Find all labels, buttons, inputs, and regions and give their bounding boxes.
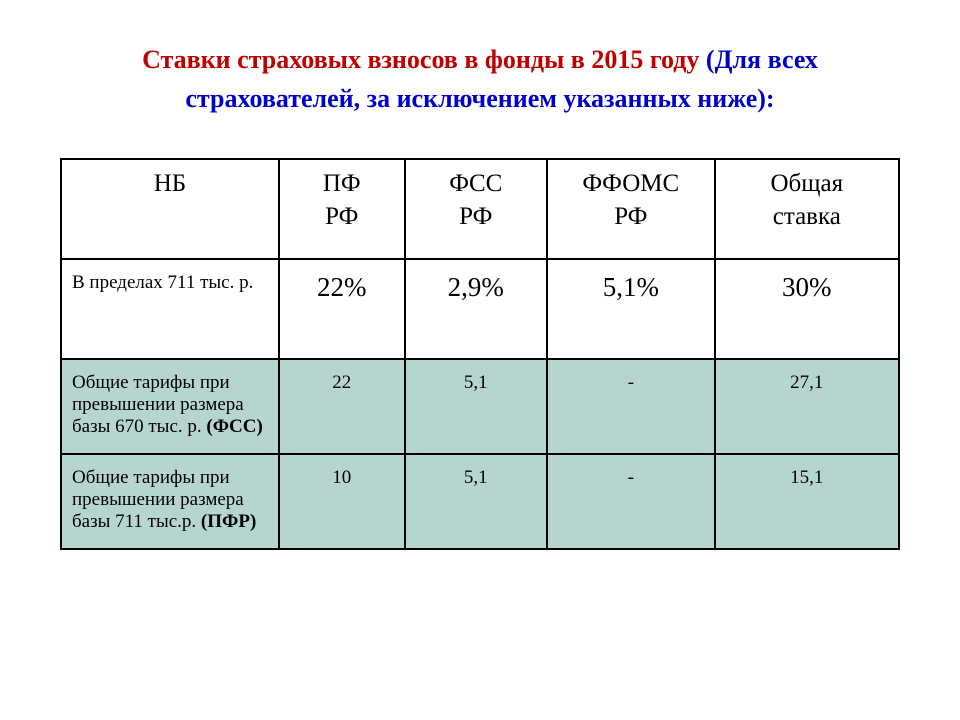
table-header-row: НБ ПФРФ ФССРФ ФФОМСРФ Общаяставка [61, 159, 899, 259]
page-title: Ставки страховых взносов в фонды в 2015 … [60, 40, 900, 118]
row-label-bold: (ФСС) [206, 416, 262, 437]
row-label-text: В пределах 711 тыс. р. [72, 272, 253, 293]
col-header-total: Общаяставка [715, 159, 899, 259]
table-row: Общие тарифы при превышении размера базы… [61, 359, 899, 454]
cell-ffoms: - [547, 454, 715, 549]
cell-pf: 10 [279, 454, 405, 549]
table-row: В пределах 711 тыс. р. 22% 2,9% 5,1% 30% [61, 259, 899, 359]
row-label-bold: (ПФР) [201, 511, 256, 532]
cell-total: 30% [715, 259, 899, 359]
table-row: Общие тарифы при превышении размера базы… [61, 454, 899, 549]
cell-fss: 5,1 [405, 359, 547, 454]
cell-pf: 22 [279, 359, 405, 454]
cell-fss: 5,1 [405, 454, 547, 549]
row-label: В пределах 711 тыс. р. [61, 259, 279, 359]
row-label: Общие тарифы при превышении размера базы… [61, 454, 279, 549]
col-header-fss: ФССРФ [405, 159, 547, 259]
title-red-part: Ставки страховых взносов в фонды в 2015 … [142, 45, 706, 74]
cell-pf: 22% [279, 259, 405, 359]
col-header-pf: ПФРФ [279, 159, 405, 259]
rates-table: НБ ПФРФ ФССРФ ФФОМСРФ Общаяставка В пред… [60, 158, 900, 550]
row-label: Общие тарифы при превышении размера базы… [61, 359, 279, 454]
col-header-ffoms: ФФОМСРФ [547, 159, 715, 259]
cell-total: 15,1 [715, 454, 899, 549]
col-header-nb: НБ [61, 159, 279, 259]
cell-ffoms: - [547, 359, 715, 454]
cell-fss: 2,9% [405, 259, 547, 359]
cell-total: 27,1 [715, 359, 899, 454]
cell-ffoms: 5,1% [547, 259, 715, 359]
